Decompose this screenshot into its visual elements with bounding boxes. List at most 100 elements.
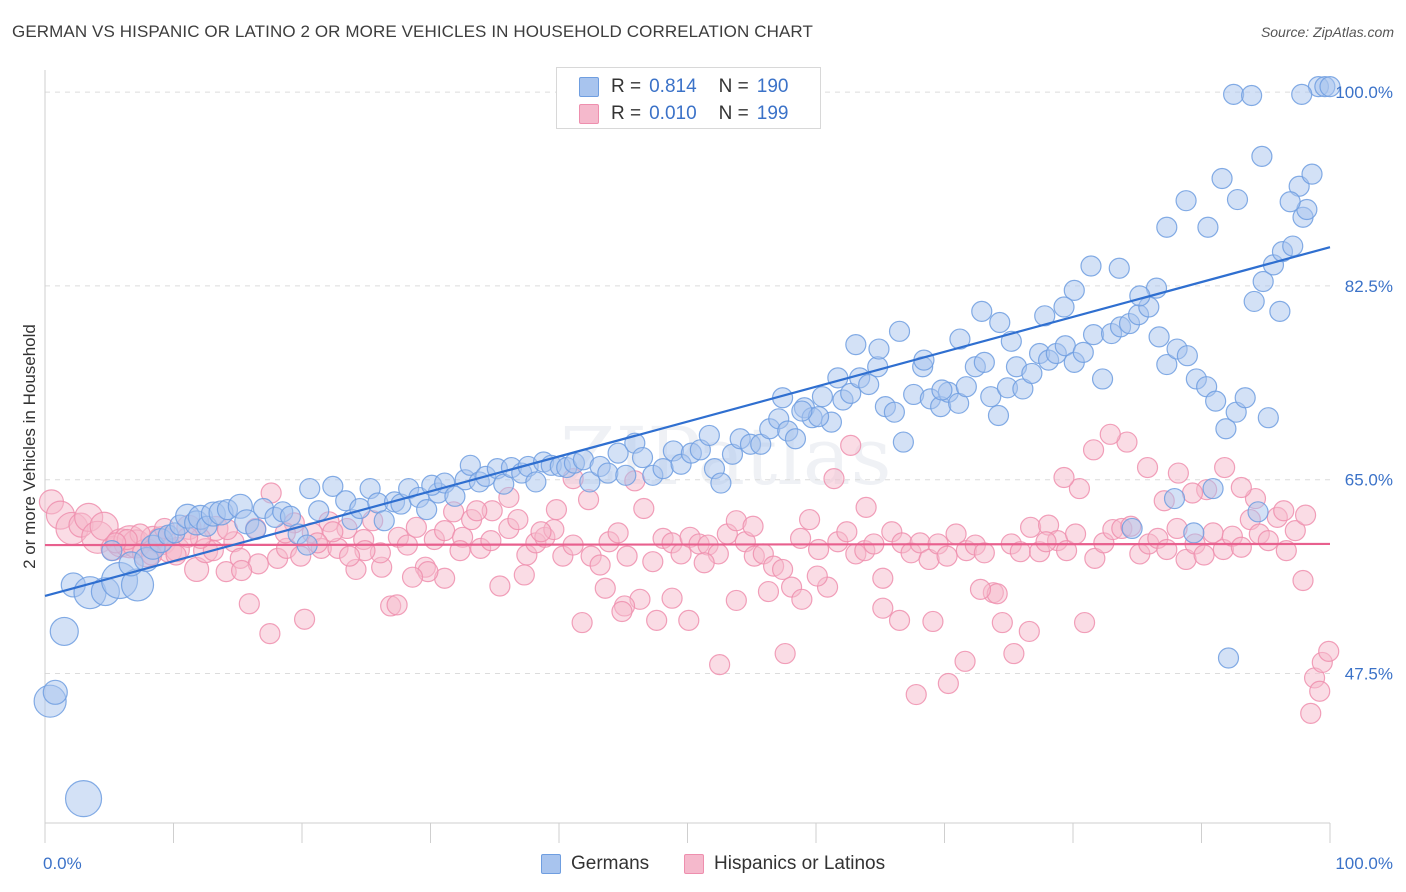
- correlation-legend: R = 0.814 N = 190 R = 0.010 N = 199: [556, 67, 821, 129]
- germans-point: [631, 446, 654, 469]
- germans-legend-label: Germans: [571, 853, 650, 874]
- hispanics-point: [633, 497, 655, 520]
- grid-lines: [45, 91, 1330, 675]
- hispanics-point: [1073, 611, 1096, 634]
- germans-point: [1243, 290, 1265, 313]
- hispanics-point: [1064, 523, 1087, 545]
- hispanics-point: [642, 551, 664, 573]
- hispanics-point: [1230, 476, 1252, 499]
- germans-legend-swatch: [541, 854, 561, 874]
- hispanics-point: [1068, 477, 1091, 500]
- y-axis-title: 2 or more Vehicles in Household: [20, 324, 39, 569]
- legend-item-germans[interactable]: Germans: [541, 853, 649, 875]
- x-tick-label: 100.0%: [1335, 854, 1393, 873]
- germans-point: [607, 442, 629, 464]
- germans-point: [1205, 390, 1227, 412]
- germans-n-value: 190: [756, 76, 789, 97]
- germans-point: [888, 320, 911, 342]
- hispanics-point: [725, 589, 747, 612]
- hispanics-point: [489, 575, 511, 597]
- legend-row-hispanics: R = 0.010 N = 199: [557, 100, 810, 128]
- germans-point: [1034, 305, 1056, 327]
- hispanics-point: [872, 567, 894, 589]
- hispanics-point: [1156, 538, 1178, 561]
- hispanics-point: [1294, 504, 1317, 526]
- hispanics-point: [791, 588, 813, 610]
- hispanics-swatch: [579, 104, 599, 124]
- hispanics-point: [1309, 680, 1331, 702]
- hispanics-point: [1273, 500, 1295, 522]
- hispanics-point: [1136, 456, 1159, 479]
- germans-point: [1252, 270, 1274, 293]
- hispanics-point: [742, 515, 764, 537]
- hispanics-point: [1292, 569, 1314, 592]
- hispanics-point: [709, 654, 731, 676]
- hispanics-point: [823, 468, 845, 490]
- germans-point: [1202, 477, 1224, 500]
- legend-row-germans: R = 0.814 N = 190: [557, 73, 810, 101]
- germans-point: [1269, 300, 1291, 323]
- hispanics-point: [1055, 539, 1078, 562]
- germans-point: [1176, 345, 1198, 367]
- germans-r-label: R =: [611, 76, 642, 97]
- germans-point: [1175, 190, 1197, 212]
- germans-point: [64, 780, 103, 818]
- germans-r-value: 0.814: [649, 76, 697, 97]
- hispanics-point: [806, 565, 828, 587]
- hispanics-legend-swatch: [684, 854, 704, 874]
- hispanics-point: [545, 499, 568, 521]
- germans-point: [987, 404, 1010, 427]
- hispanics-point: [589, 554, 611, 576]
- germans-point: [1148, 326, 1170, 348]
- germans-point: [1121, 517, 1143, 540]
- hispanics-n-value: 199: [756, 103, 789, 124]
- hispanics-point: [338, 545, 361, 567]
- hispanics-point: [1181, 482, 1204, 504]
- germans-point: [49, 616, 79, 647]
- hispanics-point: [1053, 466, 1075, 489]
- hispanics-n-label: N =: [718, 103, 749, 124]
- germans-point: [1183, 522, 1205, 544]
- germans-point: [1223, 83, 1245, 105]
- germans-point: [1053, 296, 1075, 318]
- x-tick-label: 0.0%: [43, 854, 82, 873]
- germans-point: [652, 458, 674, 480]
- germans-point: [1234, 387, 1256, 409]
- germans-point: [1279, 191, 1301, 213]
- hispanics-point: [774, 642, 796, 665]
- hispanics-point: [798, 508, 821, 531]
- hispanics-point: [922, 610, 944, 633]
- hispanics-point: [954, 650, 976, 672]
- hispanics-point: [855, 496, 877, 519]
- hispanics-point: [1003, 642, 1025, 665]
- hispanics-point: [513, 564, 535, 586]
- hispanics-point: [507, 508, 529, 531]
- hispanics-point: [259, 623, 281, 645]
- hispanics-point: [530, 521, 552, 543]
- germans-point: [1301, 163, 1323, 185]
- germans-point: [971, 300, 993, 323]
- hispanics-point: [678, 609, 700, 631]
- germans-point: [883, 401, 905, 423]
- germans-point: [1021, 362, 1043, 385]
- germans-point: [791, 400, 813, 422]
- hispanics-point: [1099, 423, 1121, 445]
- hispanics-point: [1257, 530, 1279, 552]
- hispanics-point: [872, 597, 894, 619]
- hispanics-point: [1019, 516, 1042, 538]
- y-tick-label: 47.5%: [1345, 665, 1393, 684]
- germans-point: [1108, 257, 1130, 279]
- hispanics-point: [466, 500, 488, 522]
- germans-point: [1211, 167, 1233, 190]
- germans-point: [1082, 324, 1105, 346]
- hispanics-point: [231, 559, 253, 582]
- legend-item-hispanics[interactable]: Hispanics or Latinos: [684, 853, 885, 875]
- hispanics-point: [937, 672, 959, 695]
- germans-point: [1063, 279, 1085, 301]
- germans-point: [615, 464, 637, 486]
- germans-point: [1000, 330, 1022, 352]
- hispanics-point: [594, 577, 616, 599]
- germans-n-label: N =: [718, 76, 749, 97]
- germans-point: [1215, 418, 1237, 440]
